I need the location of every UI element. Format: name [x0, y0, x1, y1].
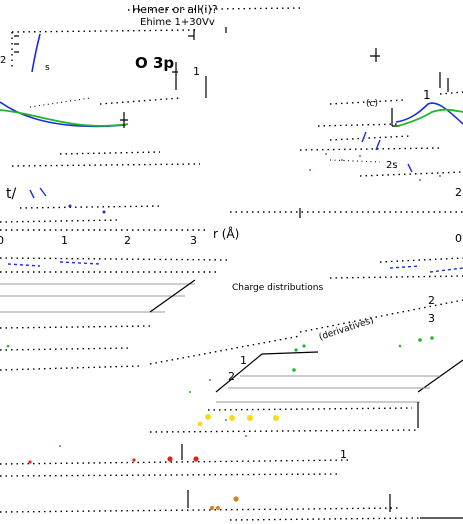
lower-diag-caption: (derivatives): [318, 316, 375, 343]
green-radial-curve: [0, 109, 129, 127]
header-line-2: Ehime 1+30Vv: [140, 17, 215, 28]
mid-bands: Charge distributions: [0, 257, 463, 351]
box-dotted-row-2: [149, 429, 419, 433]
left-dotted-row-2: [11, 163, 201, 167]
left-panel-y-ticks: [14, 35, 19, 53]
marker-s: s: [45, 63, 50, 73]
blue-dot: [102, 210, 106, 214]
box-top-edge: [261, 351, 319, 355]
lower-panel: 2 3 (derivatives) 1 2 1: [0, 294, 463, 521]
band-dotted-3: [0, 325, 151, 329]
x-tick-1: 1: [61, 234, 68, 247]
lower-axis-2b: 2: [228, 370, 235, 383]
orbital-label: O 3p: [135, 54, 174, 72]
lower-axis-1: 1: [240, 354, 247, 367]
header-dotted-rule: [127, 7, 301, 11]
band-diagonal: [149, 279, 196, 313]
x-tick-3: 3: [190, 234, 197, 247]
right-edge-2: 2: [455, 186, 462, 199]
left-dotted-row-3: [19, 205, 161, 209]
right-blue-fragments: [361, 131, 381, 151]
blue-dot: [68, 204, 72, 208]
blue-radial-curve-upper: [31, 33, 41, 73]
red-points: [28, 456, 199, 464]
right-panel-label-1: 1: [423, 88, 431, 102]
right-dotted-row-4: [329, 159, 381, 163]
right-green-curve: [397, 108, 463, 127]
lower-axis-2: 2: [428, 294, 435, 307]
left-panel-dotted-guide-2: [99, 97, 181, 105]
green-points: [6, 336, 434, 447]
right-blue-fragment-2: [407, 163, 413, 173]
orange-points: [210, 496, 239, 510]
left-dotted-row-1: [59, 151, 161, 155]
left-panel-mid-tick: [172, 62, 178, 90]
slash-label: t/: [6, 186, 16, 202]
band-right-blue-dashes: [389, 265, 463, 273]
right-panel-top-border: [439, 91, 463, 95]
right-panel-label-g: (c): [366, 99, 378, 109]
band-blue-dashes: [7, 261, 101, 267]
right-panel-edge-ticks: [439, 72, 449, 92]
right-panel: (c) 1 2s 2 0: [230, 48, 463, 245]
band-grey-lines: [0, 283, 195, 313]
right-dotted-row-3: [299, 147, 441, 151]
x-axis-label: r (Å): [213, 226, 239, 241]
right-panel-tick-top: [370, 48, 380, 62]
bottom-dotted-row: [229, 517, 421, 521]
marker-2: 2: [0, 55, 6, 66]
right-dotted-row-5: [359, 171, 463, 177]
left-panel-top-border: [11, 29, 196, 33]
right-edge-0: 0: [455, 232, 462, 245]
band-right-dotted-2: [329, 275, 463, 279]
band-dotted-1: [0, 257, 231, 261]
lower-diag-dotted-2: [149, 335, 301, 365]
box-grey-lines: [216, 375, 440, 403]
marker-1: 1: [193, 65, 200, 78]
right-blue-curve: [395, 102, 463, 125]
x-tick-2: 2: [124, 234, 131, 247]
lower-dotted-row: [0, 365, 141, 371]
red-row-dotted-2: [0, 473, 341, 477]
left-panel-dotted-guide: [29, 97, 91, 108]
box-right-diagonal: [417, 359, 463, 393]
header: Hemer or all(i)? Ehime 1+30Vv: [127, 3, 301, 33]
lower-axis-1b: 1: [340, 448, 347, 461]
lower-diag-dotted-1: [299, 299, 463, 333]
yellow-points: [197, 414, 279, 427]
green-speckles-right: [309, 153, 441, 181]
box-left-diagonal: [215, 353, 263, 393]
x-tick-0: 0: [0, 234, 4, 247]
right-dotted-row-2: [329, 135, 411, 141]
left-panel: 2 s O 3p 1 t/ 0 1 2 3 r (Å): [0, 29, 301, 247]
left-dotted-row-4: [0, 219, 121, 223]
lower-top-caption: Charge distributions: [232, 283, 323, 293]
blue-fragments: [29, 187, 47, 199]
right-panel-bracket: [391, 108, 400, 127]
right-panel-label-2s: 2s: [386, 160, 398, 171]
right-dotted-row-1: [317, 123, 401, 127]
header-line-1: Hemer or all(i)?: [132, 3, 218, 16]
lower-axis-3: 3: [428, 312, 435, 325]
red-row-dotted: [0, 459, 351, 465]
left-panel-axis-mark: [120, 112, 128, 128]
band-dotted-4: [0, 347, 131, 351]
band-right-dotted-1: [379, 257, 463, 263]
box-dotted-row-1: [207, 407, 413, 411]
orange-row-dotted: [0, 507, 401, 513]
